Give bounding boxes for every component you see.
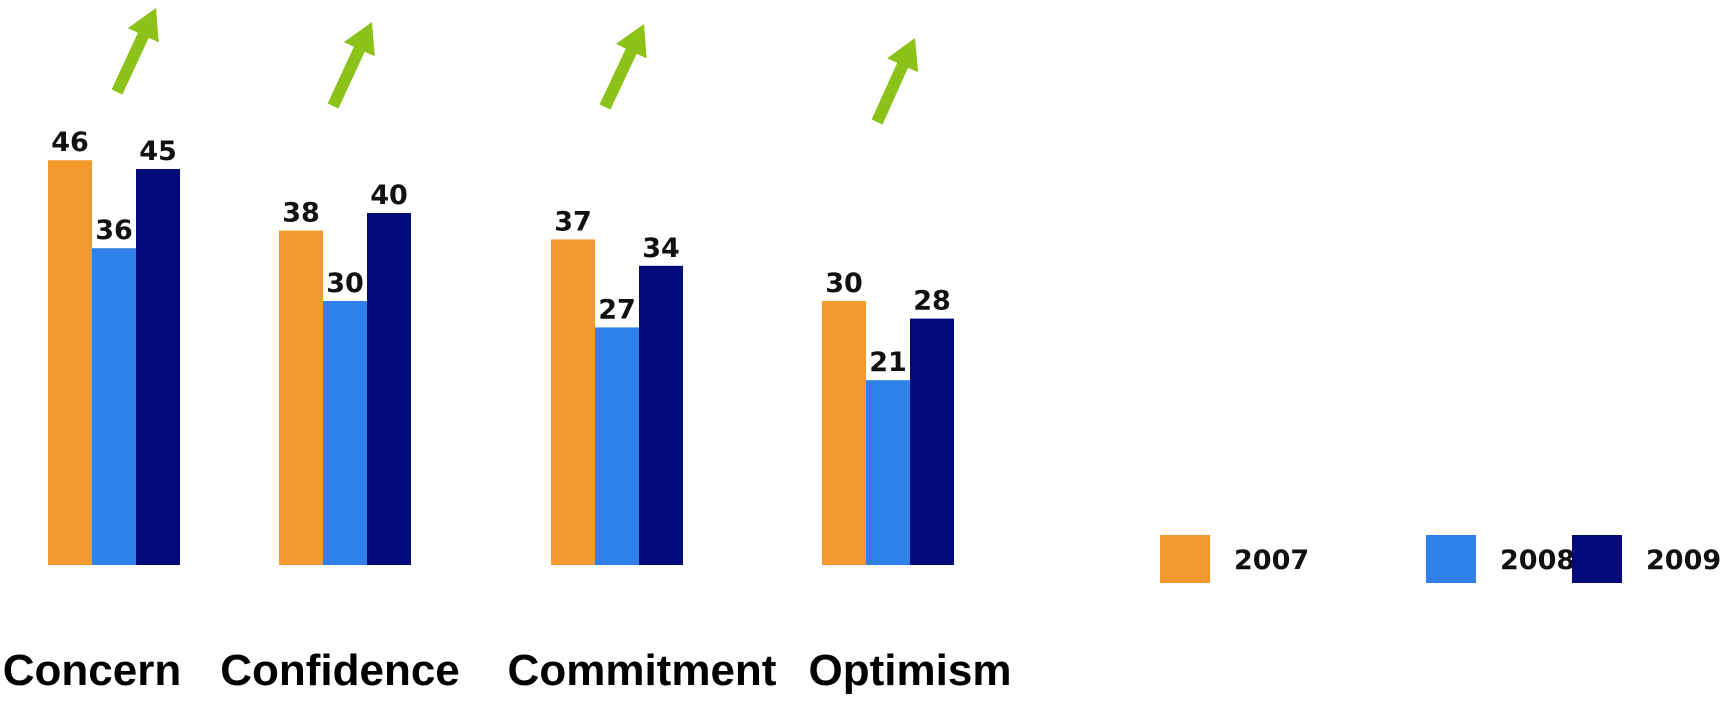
up-arrow-icon: [111, 8, 159, 95]
legend-item-2009: 2009: [1572, 535, 1720, 583]
bar-optimism-2009: [910, 318, 954, 565]
data-label-confidence-2009: 40: [370, 180, 408, 211]
up-arrow-icon: [327, 22, 375, 109]
data-label-concern-2007: 46: [51, 127, 89, 158]
up-arrow-icon: [599, 24, 647, 110]
legend-swatch: [1572, 535, 1622, 583]
category-label-optimism: Optimism: [809, 646, 1012, 695]
data-label-commitment-2007: 37: [554, 206, 592, 237]
data-label-optimism-2008: 21: [869, 347, 907, 378]
bar-confidence-2007: [279, 230, 323, 565]
legend: 2007 2008 2009: [1160, 535, 1720, 583]
data-label-optimism-2009: 28: [913, 286, 951, 317]
bar-group-confidence: 38 30 40: [279, 180, 411, 565]
bar-commitment-2008: [595, 327, 639, 565]
bar-optimism-2008: [866, 380, 910, 565]
bar-confidence-2008: [323, 301, 367, 565]
category-label-confidence: Confidence: [220, 646, 460, 695]
data-label-commitment-2009: 34: [642, 233, 680, 264]
legend-item-2008: 2008: [1426, 535, 1575, 583]
legend-swatch: [1426, 535, 1476, 583]
legend-label: 2007: [1234, 545, 1309, 576]
legend-label: 2009: [1646, 545, 1720, 576]
legend-item-2007: 2007: [1160, 535, 1309, 583]
bar-optimism-2007: [822, 301, 866, 565]
data-label-optimism-2007: 30: [825, 268, 863, 299]
legend-label: 2008: [1500, 545, 1575, 576]
category-label-commitment: Commitment: [508, 646, 777, 695]
bar-commitment-2009: [639, 265, 683, 565]
data-label-commitment-2008: 27: [598, 294, 636, 325]
bar-group-concern: 46 36 45: [48, 127, 180, 565]
trend-arrows: [111, 8, 919, 125]
data-label-confidence-2008: 30: [326, 268, 364, 299]
bar-concern-2008: [92, 248, 136, 565]
data-label-confidence-2007: 38: [282, 198, 320, 229]
bar-confidence-2009: [367, 213, 411, 565]
data-label-concern-2008: 36: [95, 215, 133, 246]
data-label-concern-2009: 45: [139, 136, 177, 167]
legend-swatch: [1160, 535, 1210, 583]
bar-concern-2007: [48, 160, 92, 565]
bar-concern-2009: [136, 169, 180, 565]
up-arrow-icon: [871, 38, 919, 125]
category-label-concern: Concern: [3, 646, 181, 695]
bar-commitment-2007: [551, 239, 595, 565]
